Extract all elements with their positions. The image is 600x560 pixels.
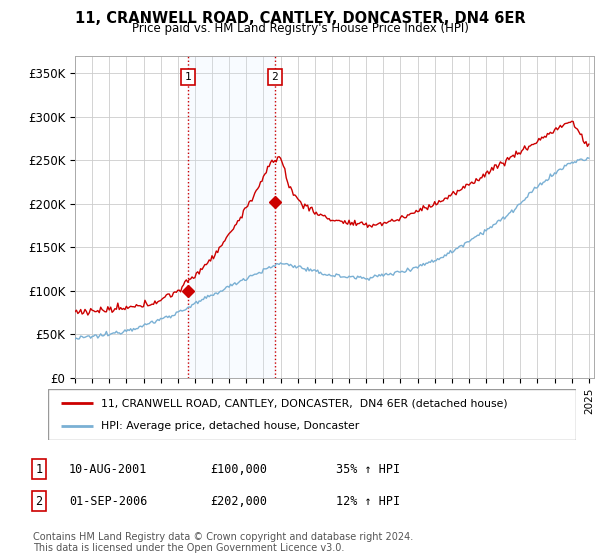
Text: 11, CRANWELL ROAD, CANTLEY, DONCASTER,  DN4 6ER (detached house): 11, CRANWELL ROAD, CANTLEY, DONCASTER, D… [101,398,508,408]
Text: 10-AUG-2001: 10-AUG-2001 [69,463,148,476]
Text: 2: 2 [35,494,43,508]
Text: 1: 1 [35,463,43,476]
Text: £100,000: £100,000 [210,463,267,476]
Text: Price paid vs. HM Land Registry's House Price Index (HPI): Price paid vs. HM Land Registry's House … [131,22,469,35]
Bar [188,56,275,378]
Text: 2: 2 [272,72,278,82]
Text: £202,000: £202,000 [210,494,267,508]
Text: 1: 1 [185,72,191,82]
Text: 35% ↑ HPI: 35% ↑ HPI [336,463,400,476]
Text: 01-SEP-2006: 01-SEP-2006 [69,494,148,508]
Text: 12% ↑ HPI: 12% ↑ HPI [336,494,400,508]
Text: HPI: Average price, detached house, Doncaster: HPI: Average price, detached house, Donc… [101,422,359,432]
Text: 11, CRANWELL ROAD, CANTLEY, DONCASTER, DN4 6ER: 11, CRANWELL ROAD, CANTLEY, DONCASTER, D… [74,11,526,26]
Text: Contains HM Land Registry data © Crown copyright and database right 2024.
This d: Contains HM Land Registry data © Crown c… [33,531,413,553]
